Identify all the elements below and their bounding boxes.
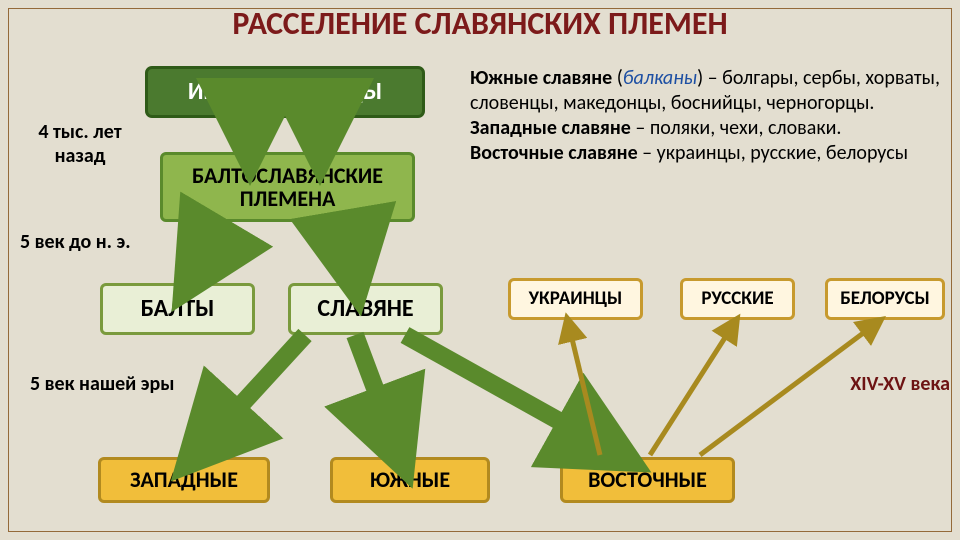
node-vost: ВОСТОЧНЫЕ: [560, 457, 735, 503]
node-bel: БЕЛОРУСЫ: [825, 278, 945, 320]
node-balto: БАЛТОСЛАВЯНСКИЕ ПЛЕМЕНА: [160, 152, 415, 222]
node-rus: РУССКИЕ: [680, 278, 795, 320]
label-l4k: 4 тыс. лет назад: [20, 120, 140, 168]
node-yuzh: ЮЖНЫЕ: [330, 457, 490, 503]
node-balty: БАЛТЫ: [100, 283, 255, 335]
description-paragraph: Южные славяне (балканы) – болгары, сербы…: [470, 66, 940, 166]
slide-title: РАССЕЛЕНИЕ СЛАВЯНСКИХ ПЛЕМЕН: [0, 4, 960, 43]
node-indo: ИНДОЕВРОПЕЙЦЫ: [145, 66, 425, 118]
label-l5bc: 5 век до н. э.: [20, 230, 200, 254]
node-zap: ЗАПАДНЫЕ: [98, 457, 270, 503]
label-l5ad: 5 век нашей эры: [30, 372, 250, 396]
node-slav: СЛАВЯНЕ: [288, 283, 443, 335]
node-ukr: УКРАИНЦЫ: [508, 278, 643, 320]
label-lxiv: XIV-XV века: [810, 372, 950, 396]
